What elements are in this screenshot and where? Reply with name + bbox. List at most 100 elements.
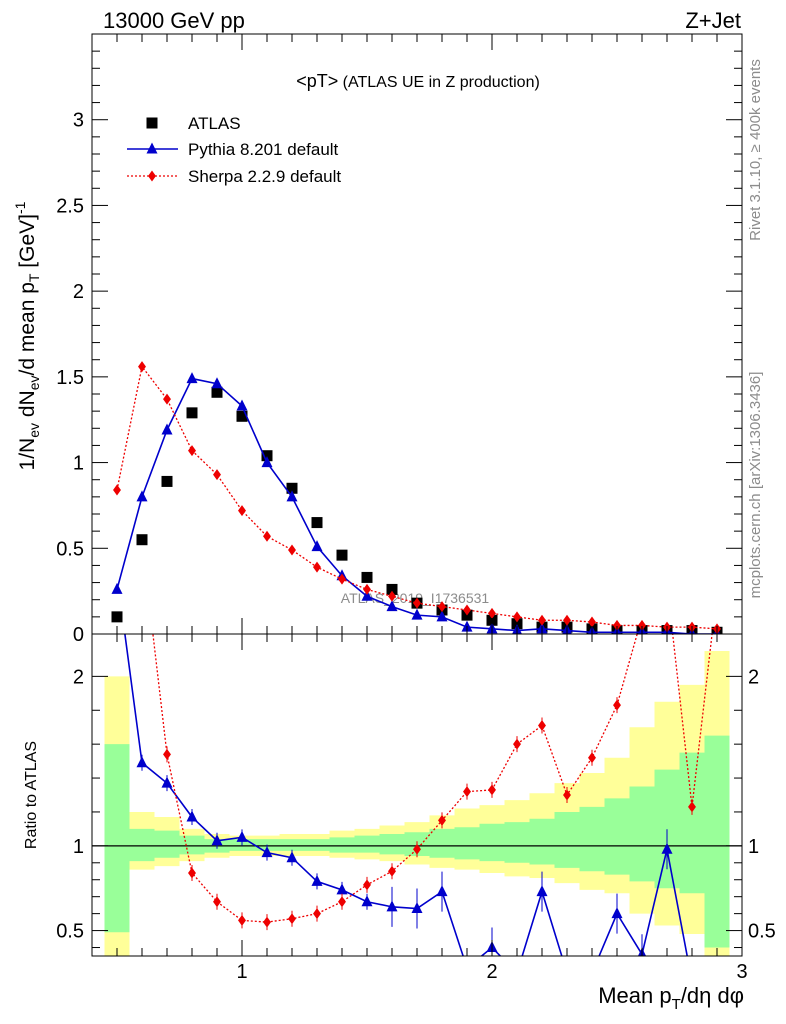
bottom-ytick-label-right: 0.5 <box>748 921 776 943</box>
bottom-ytick-label: 0.5 <box>56 921 84 943</box>
pythia-ratio-point <box>661 842 673 854</box>
atlas-point <box>211 386 223 398</box>
sherpa-ratio-point <box>688 801 696 813</box>
pythia-ratio-point <box>611 907 623 919</box>
x-axis-label: Mean pT/dη dφ <box>598 983 744 1013</box>
sherpa-point <box>338 573 346 585</box>
sherpa-point <box>413 597 421 609</box>
header-right: Z+Jet <box>685 8 741 33</box>
atlas-point <box>386 583 398 595</box>
legend-marker <box>146 117 158 129</box>
sherpa-ratio-point <box>288 913 296 925</box>
pythia-point <box>361 589 373 601</box>
legend-marker <box>146 142 158 154</box>
sherpa-ratio-point <box>513 738 521 750</box>
sherpa-ratio-point <box>488 784 496 796</box>
pythia-ratio-point <box>336 883 348 895</box>
pythia-ratio-point <box>361 895 373 907</box>
sherpa-point <box>488 607 496 619</box>
atlas-point <box>336 549 348 561</box>
sherpa-point <box>638 619 646 631</box>
pythia-ratio-point <box>186 810 198 822</box>
sherpa-ratio-point <box>613 699 621 711</box>
bottom-ytick-label: 1 <box>73 836 84 858</box>
sherpa-ratio-point <box>188 867 196 879</box>
sherpa-ratio-point <box>413 843 421 855</box>
atlas-point <box>286 482 298 494</box>
atlas-point <box>136 534 148 546</box>
pythia-point <box>436 610 448 622</box>
pythia-ratio-point <box>236 830 248 842</box>
sherpa-point <box>238 505 246 517</box>
sherpa-ratio-point <box>313 908 321 920</box>
sherpa-ratio-point <box>588 752 596 764</box>
sherpa-ratio-point <box>463 786 471 798</box>
bottom-y-axis-label: Ratio to ATLAS <box>23 741 40 849</box>
pythia-point <box>261 456 273 468</box>
top-panel-title: <pT> (ATLAS UE in Z production) <box>296 71 540 91</box>
pythia-point <box>136 490 148 502</box>
pythia-ratio-point <box>536 885 548 897</box>
bottom-ytick-label: 2 <box>73 666 84 688</box>
bottom-ytick-label-right: 2 <box>748 666 759 688</box>
sherpa-ratio-point <box>238 914 246 926</box>
sherpa-point <box>288 544 296 556</box>
sherpa-ratio-point <box>388 865 396 877</box>
pythia-point <box>236 399 248 411</box>
sherpa-ratio-point <box>338 896 346 908</box>
rivet-version-label: Rivet 3.1.10, ≥ 400k events <box>747 59 764 241</box>
top-ytick-label: 2 <box>73 281 84 303</box>
sherpa-ratio-point <box>538 720 546 732</box>
atlas-point <box>361 571 373 583</box>
top-ytick-label: 1.5 <box>56 367 84 389</box>
sherpa-point <box>138 361 146 373</box>
sherpa-point <box>563 614 571 626</box>
sherpa-ratio-point <box>438 814 446 826</box>
atlas-point <box>236 410 248 422</box>
pythia-ratio-point <box>136 756 148 768</box>
atlas-point <box>311 517 323 529</box>
pythia-point <box>286 490 298 502</box>
bottom-xtick-label: 2 <box>486 961 497 983</box>
pythia-ratio-point <box>211 834 223 846</box>
pythia-point <box>411 608 423 620</box>
bottom-ytick-label-right: 1 <box>748 836 759 858</box>
pythia-point <box>161 423 173 435</box>
atlas-point <box>511 618 523 630</box>
atlas-point <box>186 407 198 419</box>
sherpa-point <box>188 445 196 457</box>
pythia-point <box>186 372 198 384</box>
legend-label: Sherpa 2.2.9 default <box>188 167 341 186</box>
sherpa-ratio-point <box>163 748 171 760</box>
sherpa-point <box>313 561 321 573</box>
sherpa-point <box>163 393 171 405</box>
top-y-axis-label: 1/Nev dNev/d mean pT [GeV]-1 <box>12 201 42 470</box>
bottom-xtick-label: 3 <box>736 961 747 983</box>
atlas-point <box>111 611 123 623</box>
sherpa-ratio-point <box>563 789 571 801</box>
sherpa-point <box>538 614 546 626</box>
pythia-ratio-point <box>261 846 273 858</box>
legend-marker <box>148 170 156 182</box>
sherpa-point <box>213 469 221 481</box>
pythia-point <box>111 582 123 594</box>
sherpa-point <box>388 590 396 602</box>
pythia-ratio-point <box>411 902 423 914</box>
top-ytick-label: 3 <box>73 110 84 132</box>
pythia-ratio-point <box>286 851 298 863</box>
legend-entry-pythia: Pythia 8.201 default <box>127 140 339 159</box>
legend-entry-atlas: ATLAS <box>146 114 241 133</box>
top-ytick-label: 2.5 <box>56 195 84 217</box>
sherpa-point <box>613 619 621 631</box>
sherpa-point <box>438 601 446 613</box>
sherpa-point <box>463 604 471 616</box>
sherpa-point <box>263 530 271 542</box>
bottom-xtick-label: 1 <box>236 961 247 983</box>
atlas-point <box>161 475 173 487</box>
pythia-point <box>386 600 398 612</box>
top-ytick-label: 0.5 <box>56 538 84 560</box>
pythia-ratio-point <box>386 900 398 912</box>
sherpa-point <box>363 583 371 595</box>
pythia-ratio-point <box>311 874 323 886</box>
